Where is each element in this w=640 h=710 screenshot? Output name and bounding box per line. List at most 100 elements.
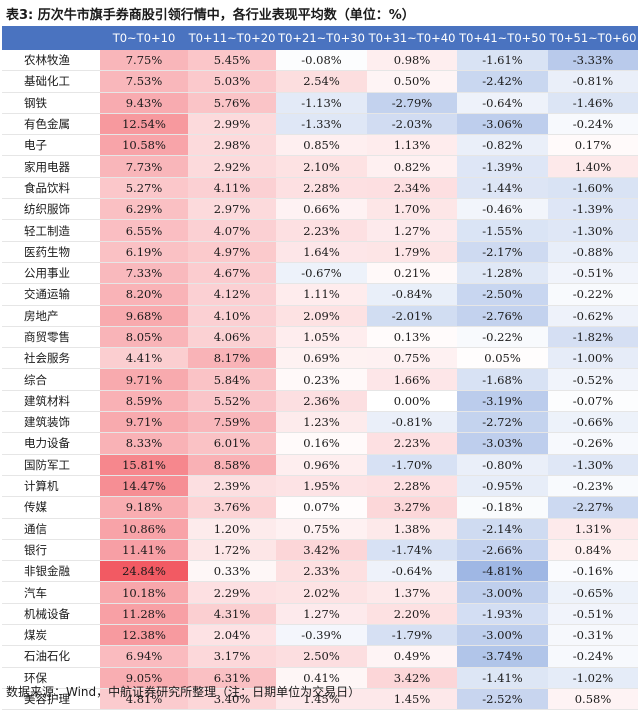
table-row: 电力设备 8.33% 6.01% 0.16% 2.23% -3.03% -0.26% — [2, 432, 638, 455]
table-row: 石油石化 6.94% 3.17% 2.50% 0.49% -3.74% -0.24% — [2, 645, 638, 668]
industry-name-cell: 综合 — [2, 368, 100, 391]
value-cell: 1.11% — [276, 283, 367, 306]
value-cell: -1.46% — [548, 92, 638, 114]
value-cell: 7.73% — [100, 155, 188, 178]
industry-name-cell: 环保 — [2, 667, 100, 689]
value-cell: -2.42% — [457, 70, 548, 93]
table-row: 公用事业 7.33% 4.67% -0.67% 0.21% -1.28% -0.51% — [2, 262, 638, 285]
value-cell: 1.72% — [188, 539, 276, 562]
value-cell: 9.05% — [100, 667, 188, 689]
value-cell: 2.23% — [367, 432, 457, 455]
value-cell: -2.03% — [367, 113, 457, 136]
table-row: 汽车 10.18% 2.29% 2.02% 1.37% -3.00% -0.65% — [2, 581, 638, 604]
value-cell: 11.41% — [100, 539, 188, 562]
value-cell: -2.17% — [457, 241, 548, 263]
value-cell: -1.68% — [457, 368, 548, 391]
value-cell: 6.19% — [100, 241, 188, 263]
industry-name-cell: 建筑材料 — [2, 390, 100, 413]
value-cell: -1.61% — [457, 50, 548, 72]
value-cell: -1.13% — [276, 92, 367, 114]
value-cell: 4.11% — [188, 177, 276, 200]
value-cell: 2.28% — [276, 177, 367, 200]
value-cell: -1.74% — [367, 539, 457, 562]
value-cell: 1.70% — [367, 198, 457, 221]
value-cell: 8.20% — [100, 283, 188, 306]
table-row: 医药生物 6.19% 4.97% 1.64% 1.79% -2.17% -0.88% — [2, 241, 638, 263]
value-cell: 0.50% — [367, 70, 457, 93]
value-cell: 2.09% — [276, 305, 367, 327]
table-row: 家用电器 7.73% 2.92% 2.10% 0.82% -1.39% 1.40% — [2, 155, 638, 178]
value-cell: 15.81% — [100, 454, 188, 476]
industry-name-cell: 社会服务 — [2, 347, 100, 370]
value-cell: -3.06% — [457, 113, 548, 136]
industry-name-cell: 传媒 — [2, 496, 100, 519]
value-cell: -1.39% — [457, 155, 548, 178]
value-cell: 0.16% — [276, 432, 367, 455]
industry-name-cell: 石油石化 — [2, 645, 100, 668]
value-cell: -0.24% — [548, 645, 638, 668]
value-cell: 3.17% — [188, 645, 276, 668]
value-cell: 1.66% — [367, 368, 457, 391]
value-cell: 8.58% — [188, 454, 276, 476]
value-cell: 1.05% — [276, 326, 367, 349]
table-row: 社会服务 4.41% 8.17% 0.69% 0.75% 0.05% -1.00% — [2, 347, 638, 370]
table-row: 农林牧渔 7.75% 5.45% -0.08% 0.98% -1.61% -3.33% — [2, 50, 638, 72]
value-cell: -0.39% — [276, 624, 367, 647]
header-industry — [2, 26, 100, 50]
value-cell: 0.84% — [548, 539, 638, 562]
industry-name-cell: 轻工制造 — [2, 219, 100, 242]
value-cell: 1.79% — [367, 241, 457, 263]
value-cell: 1.20% — [188, 518, 276, 540]
industry-name-cell: 农林牧渔 — [2, 50, 100, 72]
value-cell: 5.45% — [188, 50, 276, 72]
table-row: 国防军工 15.81% 8.58% 0.96% -1.70% -0.80% -1.30% — [2, 454, 638, 476]
value-cell: -0.51% — [548, 603, 638, 626]
value-cell: 0.21% — [367, 262, 457, 285]
value-cell: 2.10% — [276, 155, 367, 178]
value-cell: -1.93% — [457, 603, 548, 626]
industry-name-cell: 交通运输 — [2, 283, 100, 306]
value-cell: 0.41% — [276, 667, 367, 689]
value-cell: 0.98% — [367, 50, 457, 72]
value-cell: -4.81% — [457, 560, 548, 583]
value-cell: 7.33% — [100, 262, 188, 285]
header-t21-30: T0+21~T0+30 — [276, 26, 367, 50]
value-cell: 2.28% — [367, 475, 457, 498]
value-cell: 6.01% — [188, 432, 276, 455]
value-cell: 5.84% — [188, 368, 276, 391]
value-cell: 2.33% — [276, 560, 367, 583]
value-cell: 14.47% — [100, 475, 188, 498]
industry-name-cell: 汽车 — [2, 581, 100, 604]
value-cell: 0.00% — [367, 390, 457, 413]
value-cell: 2.29% — [188, 581, 276, 604]
value-cell: -0.84% — [367, 283, 457, 306]
table-row: 传媒 9.18% 3.76% 0.07% 3.27% -0.18% -2.27% — [2, 496, 638, 519]
value-cell: 0.49% — [367, 645, 457, 668]
value-cell: -2.52% — [457, 688, 548, 710]
value-cell: 0.75% — [367, 347, 457, 370]
table-row: 计算机 14.47% 2.39% 1.95% 2.28% -0.95% -0.23% — [2, 475, 638, 498]
value-cell: 12.38% — [100, 624, 188, 647]
value-cell: 2.99% — [188, 113, 276, 136]
value-cell: 10.18% — [100, 581, 188, 604]
industry-name-cell: 食品饮料 — [2, 177, 100, 200]
value-cell: 3.76% — [188, 496, 276, 519]
table-row: 食品饮料 5.27% 4.11% 2.28% 2.34% -1.44% -1.60% — [2, 177, 638, 200]
value-cell: -0.82% — [457, 134, 548, 157]
value-cell: -1.28% — [457, 262, 548, 285]
value-cell: 12.54% — [100, 113, 188, 136]
industry-name-cell: 电力设备 — [2, 432, 100, 455]
industry-name-cell: 家用电器 — [2, 155, 100, 178]
value-cell: 2.36% — [276, 390, 367, 413]
table-row: 非银金融 24.84% 0.33% 2.33% -0.64% -4.81% -0.16% — [2, 560, 638, 583]
value-cell: 1.45% — [367, 688, 457, 710]
value-cell: -0.31% — [548, 624, 638, 647]
value-cell: 10.58% — [100, 134, 188, 157]
value-cell: -0.65% — [548, 581, 638, 604]
value-cell: 1.40% — [548, 155, 638, 178]
value-cell: 7.59% — [188, 411, 276, 434]
value-cell: -0.52% — [548, 368, 638, 391]
value-cell: -0.62% — [548, 305, 638, 327]
value-cell: -1.33% — [276, 113, 367, 136]
value-cell: 2.92% — [188, 155, 276, 178]
